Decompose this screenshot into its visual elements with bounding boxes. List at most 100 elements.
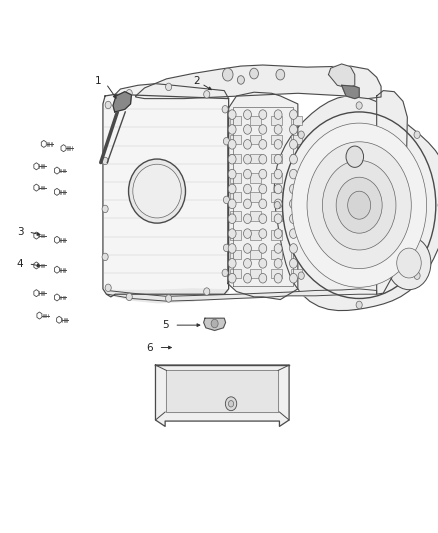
Circle shape bbox=[244, 259, 251, 268]
Circle shape bbox=[290, 229, 297, 238]
Circle shape bbox=[274, 244, 282, 253]
Circle shape bbox=[397, 248, 421, 278]
Circle shape bbox=[228, 199, 236, 208]
Bar bbox=[291, 135, 302, 144]
Circle shape bbox=[237, 76, 244, 84]
Circle shape bbox=[228, 244, 236, 253]
Bar bbox=[251, 116, 261, 125]
Circle shape bbox=[244, 110, 251, 119]
Circle shape bbox=[290, 140, 297, 149]
Circle shape bbox=[126, 90, 132, 97]
Circle shape bbox=[244, 199, 251, 208]
Circle shape bbox=[226, 397, 237, 410]
Circle shape bbox=[322, 160, 396, 250]
Circle shape bbox=[274, 155, 282, 164]
Circle shape bbox=[346, 146, 364, 167]
Circle shape bbox=[348, 191, 371, 219]
Polygon shape bbox=[377, 91, 407, 294]
Polygon shape bbox=[54, 188, 60, 196]
Polygon shape bbox=[54, 294, 60, 301]
Bar bbox=[271, 211, 282, 221]
Circle shape bbox=[290, 155, 297, 164]
Circle shape bbox=[223, 68, 233, 81]
Circle shape bbox=[102, 157, 108, 165]
Circle shape bbox=[283, 112, 436, 298]
Circle shape bbox=[274, 169, 282, 179]
Circle shape bbox=[259, 110, 267, 119]
Circle shape bbox=[244, 140, 251, 149]
Polygon shape bbox=[107, 289, 377, 301]
Circle shape bbox=[274, 273, 282, 283]
Bar bbox=[230, 154, 241, 164]
Bar bbox=[291, 249, 302, 259]
Bar bbox=[271, 173, 282, 183]
Polygon shape bbox=[166, 370, 278, 412]
Bar bbox=[230, 192, 241, 202]
Bar bbox=[291, 116, 302, 125]
Circle shape bbox=[290, 110, 297, 119]
Bar bbox=[230, 249, 241, 259]
Circle shape bbox=[356, 102, 362, 109]
Circle shape bbox=[166, 295, 172, 302]
Polygon shape bbox=[113, 92, 131, 112]
Circle shape bbox=[259, 125, 267, 134]
Bar bbox=[230, 116, 241, 125]
Polygon shape bbox=[54, 167, 60, 174]
Polygon shape bbox=[34, 232, 39, 239]
Bar bbox=[251, 269, 261, 278]
Circle shape bbox=[244, 229, 251, 238]
Circle shape bbox=[204, 288, 210, 295]
Circle shape bbox=[274, 184, 282, 194]
Circle shape bbox=[274, 259, 282, 268]
Circle shape bbox=[290, 199, 297, 208]
Polygon shape bbox=[274, 95, 438, 311]
Polygon shape bbox=[107, 289, 228, 303]
Polygon shape bbox=[115, 84, 229, 99]
Circle shape bbox=[166, 83, 172, 91]
Bar bbox=[251, 135, 261, 144]
Bar bbox=[291, 154, 302, 164]
Circle shape bbox=[222, 106, 228, 113]
Circle shape bbox=[244, 214, 251, 223]
Circle shape bbox=[244, 169, 251, 179]
Bar bbox=[271, 249, 282, 259]
Bar bbox=[251, 154, 261, 164]
Circle shape bbox=[244, 184, 251, 194]
Circle shape bbox=[228, 259, 236, 268]
Circle shape bbox=[105, 101, 111, 109]
Circle shape bbox=[211, 319, 218, 328]
Bar bbox=[271, 135, 282, 144]
Polygon shape bbox=[228, 92, 298, 300]
Ellipse shape bbox=[133, 164, 181, 218]
Ellipse shape bbox=[129, 159, 186, 223]
Bar bbox=[271, 269, 282, 278]
Bar bbox=[291, 269, 302, 278]
Circle shape bbox=[274, 125, 282, 134]
Circle shape bbox=[290, 169, 297, 179]
Polygon shape bbox=[34, 289, 39, 297]
Bar bbox=[271, 230, 282, 240]
Circle shape bbox=[259, 184, 267, 194]
Circle shape bbox=[274, 229, 282, 238]
Bar bbox=[251, 249, 261, 259]
Circle shape bbox=[259, 140, 267, 149]
Circle shape bbox=[223, 244, 230, 252]
Circle shape bbox=[228, 229, 236, 238]
Polygon shape bbox=[54, 266, 60, 273]
Polygon shape bbox=[136, 65, 381, 99]
Circle shape bbox=[259, 244, 267, 253]
Bar bbox=[271, 154, 282, 164]
Text: 5: 5 bbox=[162, 320, 169, 330]
Circle shape bbox=[229, 401, 234, 407]
Bar bbox=[271, 192, 282, 202]
Circle shape bbox=[259, 229, 267, 238]
Text: 6: 6 bbox=[146, 343, 153, 352]
Circle shape bbox=[228, 110, 236, 119]
Bar bbox=[291, 230, 302, 240]
Polygon shape bbox=[34, 262, 39, 269]
Circle shape bbox=[228, 169, 236, 179]
Circle shape bbox=[228, 214, 236, 223]
Circle shape bbox=[259, 214, 267, 223]
Polygon shape bbox=[204, 318, 226, 330]
Circle shape bbox=[259, 155, 267, 164]
